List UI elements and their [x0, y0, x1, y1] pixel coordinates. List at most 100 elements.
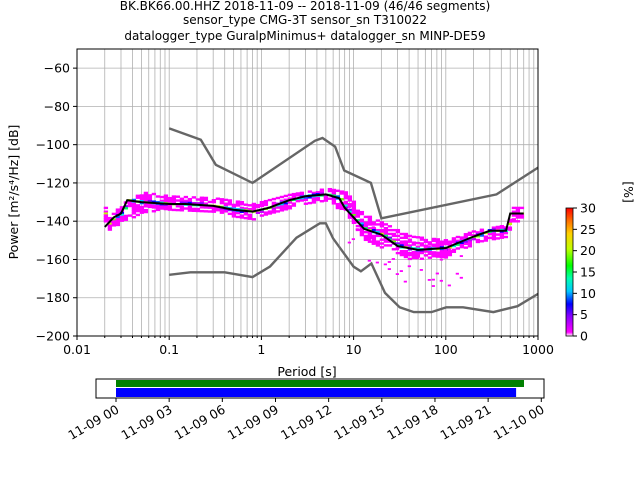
heatmap-cell — [147, 199, 153, 203]
heatmap-cell — [347, 214, 353, 217]
heatmap-cell — [439, 244, 445, 247]
heatmap-cell — [407, 257, 413, 261]
heatmap-cell — [339, 192, 345, 195]
heatmap-cell — [327, 189, 333, 193]
heatmap-cell — [103, 206, 109, 210]
heatmap-cell — [179, 205, 185, 208]
heatmap-cell — [195, 207, 201, 211]
heatmap-cell — [367, 236, 373, 240]
heatmap-cell — [311, 197, 317, 200]
heatmap-cell — [343, 195, 349, 198]
heatmap-cell — [431, 251, 437, 254]
heatmap-cell — [479, 234, 485, 237]
heatmap-cell — [479, 240, 485, 243]
heatmap-cell — [371, 240, 377, 243]
heatmap-cell — [199, 206, 205, 209]
heatmap-cell — [279, 203, 285, 206]
heatmap-outlier — [459, 255, 463, 257]
heatmap-cell — [235, 211, 241, 215]
heatmap-cell — [383, 238, 389, 241]
heatmap-cell — [363, 236, 369, 240]
heatmap-cell — [119, 213, 125, 217]
heatmap-outlier — [351, 238, 355, 241]
heatmap-cell — [159, 203, 165, 206]
heatmap-cell — [155, 195, 161, 198]
heatmap-cell — [455, 247, 461, 250]
heatmap-cell — [399, 250, 405, 253]
heatmap-cell — [383, 226, 389, 230]
heatmap-cell — [391, 238, 397, 241]
heatmap-cell — [379, 223, 385, 226]
heatmap-outlier — [375, 261, 379, 264]
heatmap-cell — [251, 218, 257, 221]
heatmap-cell — [271, 211, 277, 214]
heatmap-cell — [315, 198, 321, 202]
heatmap-cell — [123, 216, 129, 220]
heatmap-cell — [371, 236, 377, 240]
heatmap-outlier — [435, 255, 439, 258]
y-tick-label: −80 — [44, 99, 70, 114]
heatmap-cell — [311, 191, 317, 195]
heatmap-cell — [227, 208, 233, 212]
heatmap-cell — [179, 199, 185, 202]
heatmap-cell — [375, 244, 381, 247]
heatmap-cell — [407, 253, 413, 257]
heatmap-cell — [295, 198, 301, 201]
heatmap-cell — [479, 230, 485, 233]
heatmap-cell — [363, 234, 369, 238]
heatmap-cell — [307, 201, 313, 205]
heatmap-cell — [347, 216, 353, 219]
heatmap-cell — [283, 202, 289, 205]
heatmap-cell — [103, 212, 109, 215]
heatmap-cell — [363, 215, 369, 219]
heatmap-cell — [455, 239, 461, 243]
heatmap-cell — [211, 208, 217, 211]
heatmap-cell — [111, 218, 117, 221]
heatmap-cell — [471, 234, 477, 237]
heatmap-cell — [371, 223, 377, 226]
heatmap-cell — [359, 218, 365, 221]
heatmap-cell — [135, 207, 141, 211]
heatmap-cell — [451, 244, 457, 248]
heatmap-cell — [203, 202, 209, 205]
heatmap-cell — [127, 204, 133, 208]
heatmap-cell — [139, 209, 145, 212]
heatmap-cell — [403, 232, 409, 236]
heatmap-cell — [143, 199, 149, 202]
heatmap-cell — [159, 205, 165, 208]
heatmap-cell — [319, 188, 325, 191]
heatmap-cell — [379, 242, 385, 245]
heatmap-cell — [115, 221, 121, 225]
heatmap-cell — [499, 230, 505, 234]
heatmap-cell — [487, 230, 493, 234]
heatmap-cell — [411, 243, 417, 246]
heatmap-cell — [439, 253, 445, 257]
heatmap-cell — [467, 241, 473, 244]
noise-model-curves — [104, 127, 539, 314]
heatmap-cell — [139, 207, 145, 211]
heatmap-cell — [475, 235, 481, 238]
heatmap-cell — [443, 242, 449, 246]
heatmap-cell — [395, 246, 401, 249]
heatmap-cell — [147, 203, 153, 207]
heatmap-outlier — [403, 280, 407, 283]
heatmap-cell — [355, 209, 361, 212]
heatmap-cell — [211, 198, 217, 202]
heatmap-cell — [283, 198, 289, 201]
heatmap-cell — [143, 205, 149, 208]
heatmap-cell — [259, 210, 265, 213]
heatmap-cell — [367, 240, 373, 243]
colorbar-tick-label: 10 — [580, 286, 596, 301]
heatmap-cell — [287, 205, 293, 208]
heatmap-cell — [367, 232, 373, 236]
coverage-bar-blue — [116, 388, 517, 397]
heatmap-cell — [359, 231, 365, 235]
heatmap-cell — [123, 205, 129, 208]
heatmap-cell — [419, 251, 425, 255]
heatmap-cell — [195, 209, 201, 213]
heatmap-cell — [367, 227, 373, 230]
x-tick-label: 1 — [257, 342, 265, 357]
heatmap-cell — [103, 216, 109, 219]
timeline-tick-label: 11-09 03 — [118, 402, 174, 443]
heatmap-cell — [135, 209, 141, 213]
